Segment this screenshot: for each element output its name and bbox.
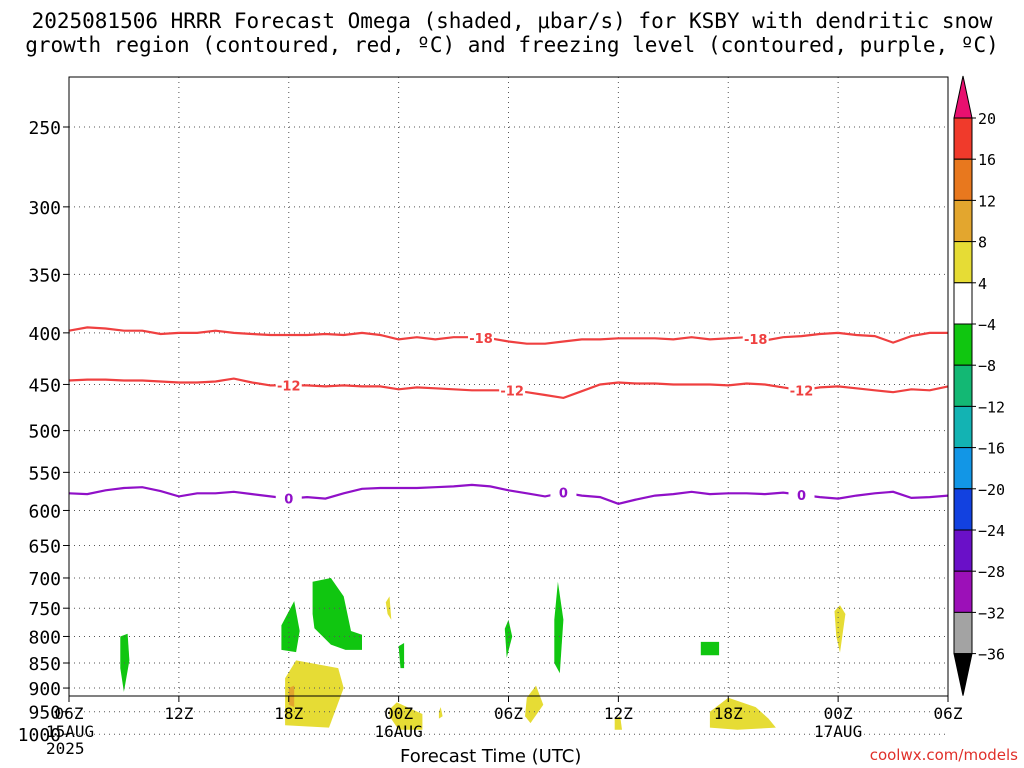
ytick-label-950: 950 (28, 703, 61, 724)
xtick-year-0: 2025 (46, 739, 85, 758)
colorbar-box-10 (953, 488, 973, 531)
colorbar-box-7 (953, 364, 973, 407)
xtick-date-0: 15AUG (46, 722, 94, 741)
contour-label-2-2: 0 (797, 489, 806, 504)
ytick-label-1000: 1000 (18, 725, 61, 746)
colorbar-label-9: −20 (978, 481, 1005, 499)
colorbar-box-3 (953, 199, 973, 243)
contour-label-bg-0-0 (468, 330, 495, 345)
contour-label-2-0: 0 (284, 493, 293, 508)
colorbar-label-6: −8 (978, 357, 996, 375)
ytick-label-400: 400 (28, 324, 61, 345)
xtick-label-24: 06Z (494, 704, 523, 723)
xtick-label-18: 00Z (384, 704, 413, 723)
ytick-label-250: 250 (28, 118, 61, 139)
colorbar-label-3: 8 (978, 234, 987, 252)
colorbar-box-8 (953, 405, 973, 449)
omega-region-13 (709, 697, 776, 730)
omega-region-2 (312, 578, 362, 650)
colorbar-label-8: −16 (978, 440, 1005, 458)
ytick-label-550: 550 (28, 463, 61, 484)
contour-label-1-2: -12 (790, 384, 814, 399)
contour-label-0-0: -18 (469, 332, 493, 347)
ytick-label-900: 900 (28, 679, 61, 700)
omega-region-1 (281, 601, 300, 653)
colorbar-box-6 (953, 323, 973, 366)
colorbar-label-5: −4 (978, 316, 996, 334)
x-axis-title: Forecast Time (UTC) (400, 746, 582, 767)
colorbar-label-4: 4 (978, 275, 987, 293)
xtick-date-18: 16AUG (375, 722, 423, 741)
colorbar-label-13: −36 (978, 646, 1005, 664)
colorbar-box-12 (953, 570, 973, 613)
colorbar-bottom-arrow (953, 653, 973, 696)
contour-label-bg-2-1 (550, 485, 577, 500)
colorbar-box-5 (953, 282, 973, 325)
ytick-label-350: 350 (28, 265, 61, 286)
xtick-date-42: 17AUG (814, 722, 862, 741)
ytick-label-500: 500 (28, 422, 61, 443)
ytick-label-600: 600 (28, 501, 61, 522)
xtick-label-30: 12Z (604, 704, 633, 723)
contour-label-bg-2-0 (275, 491, 302, 506)
omega-region-11 (525, 685, 544, 724)
contour-label-bg-1-1 (499, 383, 526, 398)
xtick-label-42: 00Z (824, 704, 853, 723)
colorbar-label-2: 12 (978, 192, 996, 210)
contour-label-bg-1-2 (788, 383, 815, 398)
colorbar-box-4 (953, 241, 973, 284)
omega-region-12 (614, 716, 622, 730)
chart-title-line1: 2025081506 HRRR Forecast Omega (shaded, … (31, 9, 993, 33)
omega-region-7 (285, 660, 344, 728)
omega-region-4 (504, 619, 513, 658)
xtick-label-36: 18Z (714, 704, 743, 723)
contour-label-bg-2-2 (788, 487, 815, 502)
omega-region-6 (700, 641, 720, 656)
colorbar-box-9 (953, 447, 973, 490)
colorbar-label-0: 20 (978, 110, 996, 128)
xtick-label-48: 06Z (934, 704, 963, 723)
omega-region-5 (554, 581, 564, 674)
omega-region-9 (389, 702, 423, 730)
ytick-label-800: 800 (28, 627, 61, 648)
colorbar-label-1: 16 (978, 151, 996, 169)
colorbar-label-12: −32 (978, 604, 1005, 622)
contour-label-0-1: -18 (744, 333, 768, 348)
contour-label-bg-1-0 (275, 378, 302, 393)
contour-line-0 (68, 326, 948, 345)
colorbar-box-1 (953, 117, 973, 160)
contour-label-1-1: -12 (500, 385, 524, 400)
xtick-label-12: 18Z (274, 704, 303, 723)
omega-region-3 (398, 643, 405, 669)
contour-label-1-0: -12 (277, 379, 301, 394)
omega-region-8 (385, 596, 392, 620)
colorbar-label-10: −24 (978, 522, 1005, 540)
credit-link[interactable]: coolwx.com/models (869, 746, 1018, 764)
colorbar-label-11: −28 (978, 563, 1005, 581)
colorbar-box-13 (953, 611, 973, 655)
contour-label-2-1: 0 (559, 487, 568, 502)
omega-region-10 (438, 707, 443, 719)
contour-label-bg-0-1 (742, 331, 769, 346)
colorbar-top-arrow (953, 75, 973, 119)
ytick-label-300: 300 (28, 198, 61, 219)
chart-title-line2: growth region (contoured, red, ºC) and f… (25, 33, 999, 57)
xtick-label-6: 12Z (164, 704, 193, 723)
xtick-label-0: 06Z (55, 704, 84, 723)
ytick-label-700: 700 (28, 569, 61, 590)
ytick-label-750: 750 (28, 599, 61, 620)
ytick-label-650: 650 (28, 537, 61, 558)
colorbar-box-11 (953, 529, 973, 572)
colorbar-box-2 (953, 158, 973, 201)
ytick-label-450: 450 (28, 375, 61, 396)
colorbar-label-7: −12 (978, 398, 1005, 416)
ytick-label-850: 850 (28, 654, 61, 675)
omega-region-14 (834, 605, 846, 653)
